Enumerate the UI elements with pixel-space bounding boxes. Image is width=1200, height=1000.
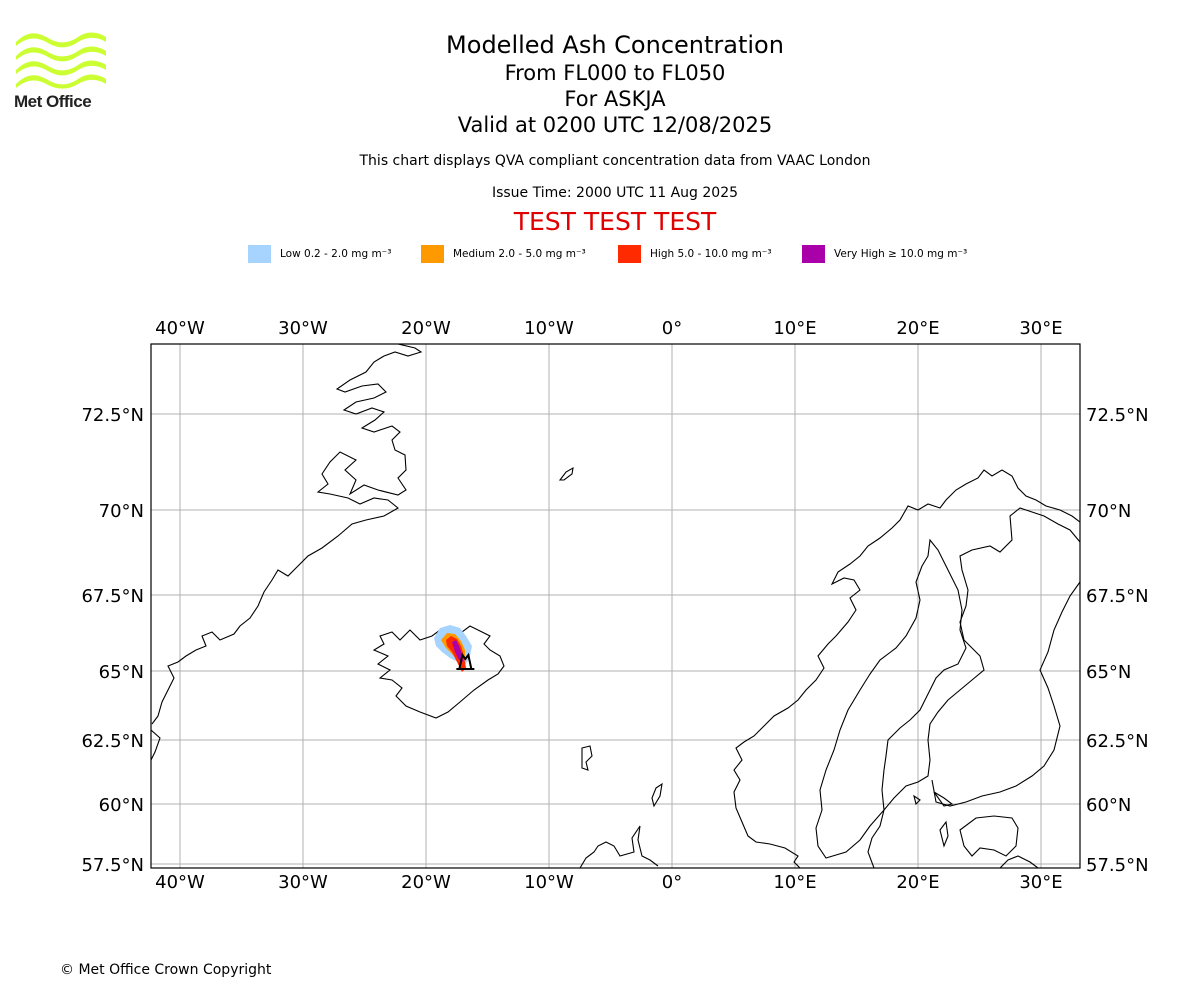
lat-tick-label-right: 65°N [1086, 662, 1131, 683]
graticule [151, 344, 1080, 868]
baltic-coast [959, 815, 1019, 857]
valid-time: Valid at 0200 UTC 12/08/2025 [457, 113, 773, 137]
lat-tick-label-right: 60°N [1086, 795, 1131, 816]
legend-swatch-very-high [802, 245, 825, 263]
flight-level-range: From FL000 to FL050 [504, 61, 726, 85]
lon-tick-label-bottom: 10°W [524, 872, 574, 893]
volcano-marker-icon [456, 652, 475, 670]
lon-tick-label-top: 30°E [1019, 318, 1062, 339]
test-banner: TEST TEST TEST [513, 207, 717, 236]
sweden-norway-border [815, 538, 967, 859]
aland-coast [913, 791, 954, 807]
legend-swatch-low [248, 245, 271, 263]
jan-mayen-coast [558, 466, 574, 481]
shetland-coast [651, 782, 663, 808]
sweden-coast [867, 507, 1080, 868]
legend: Low 0.2 - 2.0 mg m⁻³ Medium 2.0 - 5.0 mg… [0, 244, 1200, 264]
lon-tick-label-top: 40°W [155, 318, 205, 339]
lat-tick-label-left: 60°N [99, 795, 144, 816]
legend-label-very-high: Very High ≥ 10.0 mg m⁻³ [834, 248, 968, 260]
lat-tick-label-left: 67.5°N [81, 586, 144, 607]
legend-swatch-high [618, 245, 641, 263]
lat-tick-label-right: 62.5°N [1086, 731, 1149, 752]
copyright: © Met Office Crown Copyright [60, 962, 272, 978]
lat-tick-label-left: 57.5°N [81, 855, 144, 876]
lon-tick-label-bottom: 0° [662, 872, 682, 893]
logo-text: Met Office [14, 92, 92, 111]
legend-swatch-medium [421, 245, 444, 263]
lat-tick-label-right: 67.5°N [1086, 586, 1149, 607]
lat-tick-label-right: 72.5°N [1086, 405, 1149, 426]
axis-tick-labels: 40°W 40°W 30°W 30°W 20°W 20°W 10°W 10°W 0° 0° 10°E… [81, 318, 1148, 893]
chart-description: This chart displays QVA compliant concen… [359, 153, 871, 169]
ash-very-high-contour [452, 640, 463, 662]
met-office-logo: Met Office [14, 30, 109, 112]
lon-tick-label-top: 0° [662, 318, 682, 339]
iceland-coast [372, 625, 505, 719]
lat-tick-label-right: 57.5°N [1086, 855, 1149, 876]
lon-tick-label-bottom: 20°W [401, 872, 451, 893]
lon-tick-label-top: 20°E [896, 318, 939, 339]
lon-tick-label-top: 10°W [524, 318, 574, 339]
lat-tick-label-left: 62.5°N [81, 731, 144, 752]
issue-time: Issue Time: 2000 UTC 11 Aug 2025 [491, 185, 739, 201]
volcano-name: For ASKJA [564, 87, 666, 111]
scotland-coast [579, 825, 659, 868]
lon-tick-label-bottom: 30°E [1019, 872, 1062, 893]
map-frame [150, 343, 1081, 869]
greenland-coast [151, 344, 423, 725]
legend-item-very-high: Very High ≥ 10.0 mg m⁻³ [802, 244, 967, 264]
lon-tick-label-bottom: 30°W [278, 872, 328, 893]
finland-coast [931, 581, 1080, 807]
lat-tick-label-right: 70°N [1086, 501, 1131, 522]
legend-item-low: Low 0.2 - 2.0 mg m⁻³ [248, 244, 391, 264]
title-block: Modelled Ash Concentration From FL000 to… [300, 30, 930, 236]
legend-label-medium: Medium 2.0 - 5.0 mg m⁻³ [453, 248, 586, 260]
legend-label-high: High 5.0 - 10.0 mg m⁻³ [650, 248, 772, 260]
estonia-coast [999, 855, 1039, 868]
lon-tick-label-top: 30°W [278, 318, 328, 339]
greenland-south-coast [151, 729, 161, 761]
legend-item-medium: Medium 2.0 - 5.0 mg m⁻³ [421, 244, 586, 264]
lat-tick-label-left: 70°N [99, 501, 144, 522]
met-office-waves-icon [16, 32, 106, 89]
map-background [151, 344, 1080, 868]
lon-tick-label-bottom: 10°E [773, 872, 816, 893]
lat-tick-label-left: 72.5°N [81, 405, 144, 426]
lon-tick-label-top: 10°E [773, 318, 816, 339]
legend-item-high: High 5.0 - 10.0 mg m⁻³ [618, 244, 772, 264]
lon-tick-label-bottom: 40°W [155, 872, 205, 893]
chart-title: Modelled Ash Concentration [446, 31, 784, 59]
legend-label-low: Low 0.2 - 2.0 mg m⁻³ [280, 248, 392, 260]
coastlines [151, 344, 1080, 868]
lon-tick-label-top: 20°W [401, 318, 451, 339]
norway-coast [733, 469, 1080, 868]
faroe-coast [581, 745, 593, 771]
lon-tick-label-bottom: 20°E [896, 872, 939, 893]
gotland-coast [939, 820, 949, 848]
lat-tick-label-left: 65°N [99, 662, 144, 683]
